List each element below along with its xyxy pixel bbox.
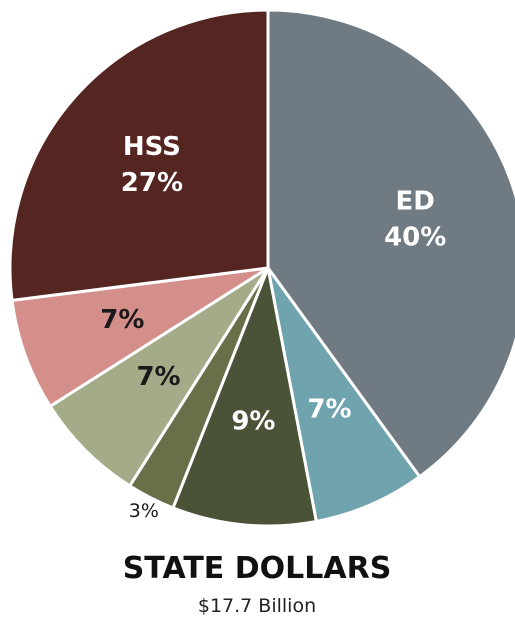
slice-value-label: 7% xyxy=(136,362,180,392)
slice-value-label: 40% xyxy=(384,223,446,253)
slice-name: ED xyxy=(396,187,435,217)
slice-value-label: 3% xyxy=(129,500,159,522)
slice-value-label: 9% xyxy=(231,407,275,437)
slice-name: HSS xyxy=(123,132,181,162)
chart-title: STATE DOLLARS xyxy=(123,551,392,586)
pie-slice xyxy=(266,267,422,524)
pie-slice xyxy=(266,8,515,479)
slice-value-label: 27% xyxy=(121,168,183,198)
pie-slice xyxy=(48,266,270,488)
chart-subtitle: $17.7 Billion xyxy=(198,595,316,617)
slice-value-label: 7% xyxy=(100,305,144,335)
pie-slice xyxy=(8,8,270,303)
slice-value-label: 7% xyxy=(307,395,351,425)
pie-slice xyxy=(10,266,269,409)
pie-slice xyxy=(171,262,319,528)
